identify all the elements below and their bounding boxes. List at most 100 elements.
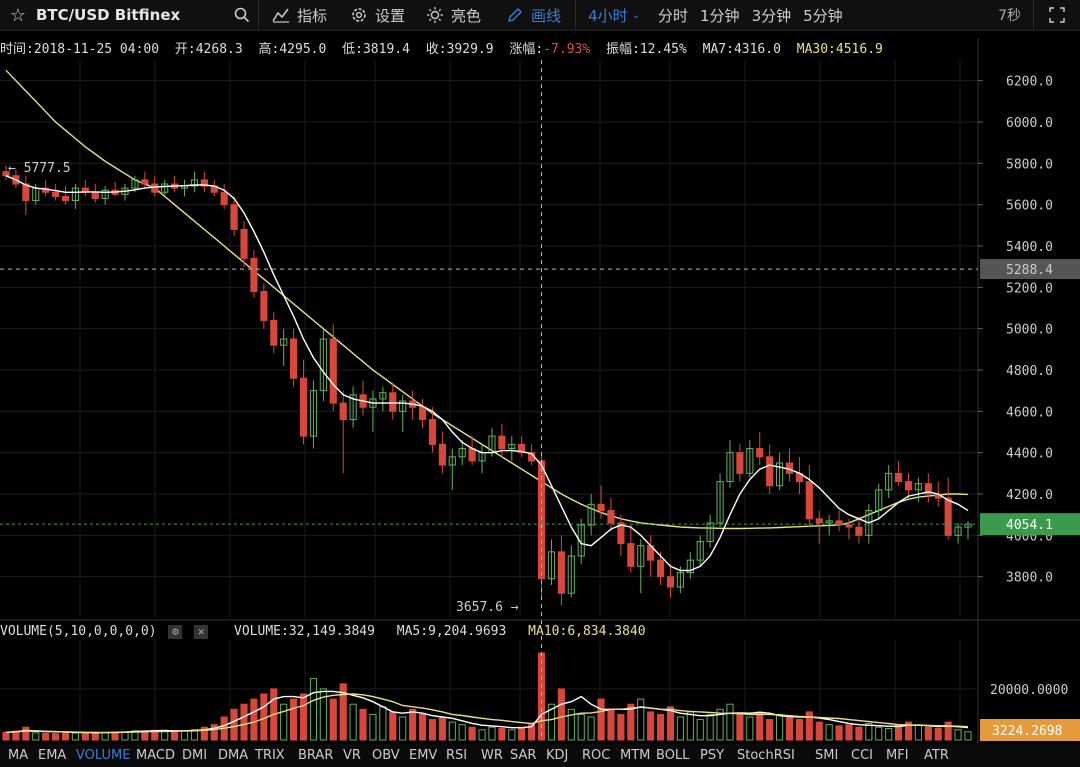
indicator-tab-vr[interactable]: VR <box>343 748 361 763</box>
candle-body <box>736 452 744 474</box>
volume-bar <box>617 713 625 741</box>
time-label: 时间: <box>0 42 34 57</box>
volume-bar <box>795 719 803 741</box>
interval-dropdown[interactable]: 4小时 ⌄ <box>576 0 652 30</box>
indicator-tab-ma[interactable]: MA <box>8 748 29 763</box>
candle-body <box>825 520 833 524</box>
indicator-tab-cci[interactable]: CCI <box>851 748 873 763</box>
indicators-button[interactable]: 指标 <box>259 0 339 30</box>
indicator-tab-obv[interactable]: OBV <box>372 748 400 763</box>
indicator-tab-mtm[interactable]: MTM <box>620 748 651 763</box>
candle-body <box>518 443 526 454</box>
candle-body <box>448 456 456 466</box>
low-label: 低: <box>342 42 363 57</box>
volume-bar <box>22 726 30 741</box>
price-axis-label: 4200.0 <box>1006 488 1053 503</box>
candle-body <box>339 402 347 421</box>
candle-body <box>726 452 734 483</box>
candle-body <box>547 551 556 580</box>
settings-label: 设置 <box>375 6 406 25</box>
candle-body <box>885 472 893 491</box>
volume-bar <box>12 730 20 741</box>
indicator-tab-trix[interactable]: TRIX <box>255 748 285 763</box>
fullscreen-button[interactable] <box>1033 0 1080 30</box>
volume-bar <box>250 698 258 741</box>
volume-settings-button[interactable]: ⚙ <box>168 624 183 639</box>
candle-body <box>22 183 30 202</box>
indicator-tab-dma[interactable]: DMA <box>218 748 249 763</box>
indicator-tab-emv[interactable]: EMV <box>409 748 438 763</box>
indicator-tab-atr[interactable]: ATR <box>924 748 949 763</box>
theme-toggle-button[interactable]: 亮色 <box>415 0 491 30</box>
search-icon <box>234 7 250 23</box>
interval-option[interactable]: 3分钟 <box>751 6 792 25</box>
price-axis-label: 3800.0 <box>1006 571 1053 586</box>
indicator-tab-rsi[interactable]: RSI <box>446 748 468 763</box>
volume-bar <box>71 732 79 741</box>
sun-icon <box>425 5 445 25</box>
indicator-tab-wr[interactable]: WR <box>481 748 503 763</box>
interval-option[interactable]: 分时 <box>658 6 689 25</box>
volume-bar <box>637 698 645 741</box>
volume-bar <box>438 716 446 741</box>
indicator-tab-ema[interactable]: EMA <box>38 748 67 763</box>
volume-bar <box>686 711 694 741</box>
last-volume-tag <box>980 719 1080 741</box>
volume-bar <box>577 713 585 741</box>
volume-bar <box>131 730 139 741</box>
candle-body <box>200 179 208 187</box>
indicator-tab-brar[interactable]: BRAR <box>298 748 334 763</box>
volume-bar <box>488 726 496 741</box>
indicator-tab-psy[interactable]: PSY <box>700 748 725 763</box>
volume-bar <box>42 732 50 741</box>
volume-bar <box>468 726 476 741</box>
close-label: 收: <box>425 42 447 57</box>
volume-bar <box>508 729 516 741</box>
volume-bar <box>359 708 367 741</box>
volume-close-button[interactable]: ✕ <box>194 624 209 639</box>
symbol-title[interactable]: BTC/USD Bitfinex <box>36 6 181 24</box>
candle-body <box>131 179 139 189</box>
draw-tools-button[interactable]: 画线 <box>491 0 575 30</box>
volume-bar <box>319 688 327 741</box>
candle-body <box>686 559 694 574</box>
favorite-star-button[interactable]: ☆ <box>0 0 36 30</box>
indicator-tab-dmi[interactable]: DMI <box>182 748 208 763</box>
volume-bar <box>498 728 506 741</box>
indicator-tab-roc[interactable]: ROC <box>582 748 611 763</box>
volume-ma5-polyline <box>5 690 969 734</box>
volume-bar <box>607 708 615 741</box>
interval-option[interactable]: 1分钟 <box>700 6 740 25</box>
indicator-tab-stochrsi[interactable]: StochRSI <box>737 748 795 763</box>
indicator-tab-sar[interactable]: SAR <box>510 748 537 763</box>
symbol-search-button[interactable] <box>226 0 258 30</box>
indicator-tab-mfi[interactable]: MFI <box>886 748 909 763</box>
volume-value: 32,149.3849 <box>288 624 375 639</box>
open-label: 开: <box>174 42 196 57</box>
candle-body <box>299 377 308 437</box>
volume-bar <box>726 703 734 741</box>
indicator-tab-boll[interactable]: BOLL <box>656 748 690 763</box>
candle-body <box>587 503 595 526</box>
indicator-tab-smi[interactable]: SMI <box>815 748 839 763</box>
candle-body <box>141 179 149 185</box>
candle-body <box>230 204 238 230</box>
volume-bar <box>171 731 179 741</box>
candle-body <box>418 406 427 421</box>
candle-body <box>577 524 585 557</box>
price-axis-label: 5000.0 <box>1006 323 1053 338</box>
volume-bar <box>676 716 684 741</box>
indicator-tab-volume[interactable]: VOLUME <box>76 748 131 763</box>
indicator-tab-kdj[interactable]: KDJ <box>546 748 569 763</box>
volume-bar <box>180 730 189 741</box>
candle-body <box>845 524 853 528</box>
interval-option[interactable]: 5分钟 <box>803 6 843 25</box>
candle-body <box>260 290 268 321</box>
candle-body <box>914 483 922 491</box>
crosshair <box>0 60 978 740</box>
settings-button[interactable]: 设置 <box>339 0 415 30</box>
candle-body <box>557 551 565 594</box>
candle-body <box>280 338 288 346</box>
indicator-tab-macd[interactable]: MACD <box>136 748 175 763</box>
